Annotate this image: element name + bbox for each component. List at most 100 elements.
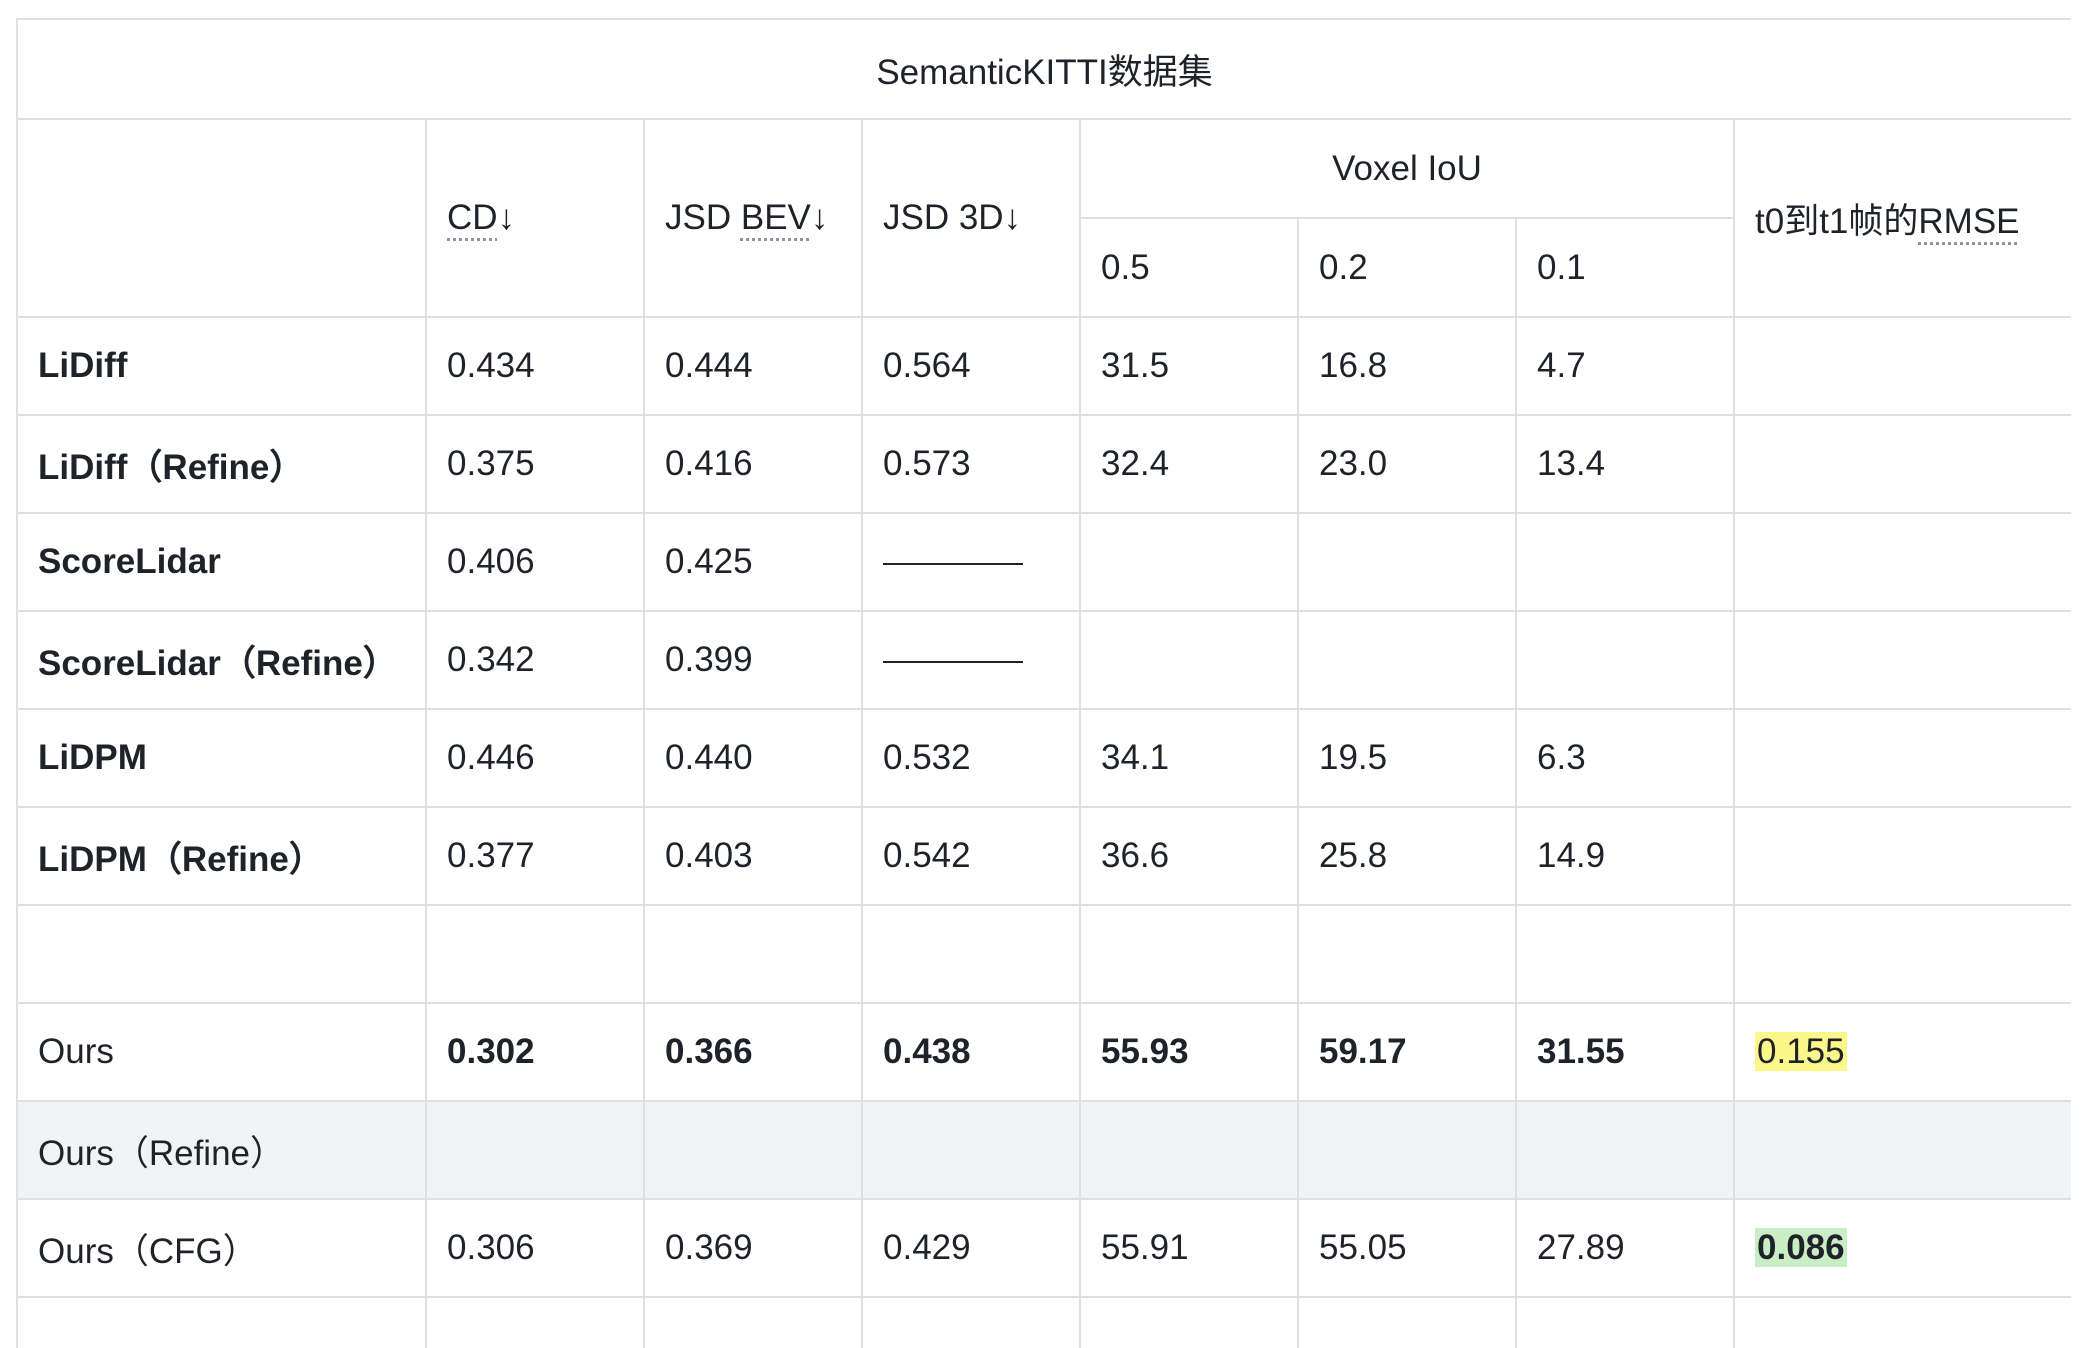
cell-jsd-bev: 0.416 bbox=[643, 414, 863, 514]
cell-jsd-3d: 0.542 bbox=[861, 806, 1081, 906]
cell-iou-05 bbox=[1079, 1100, 1299, 1200]
cell-iou-01 bbox=[1515, 1296, 1735, 1348]
cell-iou-02: 19.5 bbox=[1297, 708, 1517, 808]
cell-iou-05: 36.6 bbox=[1079, 806, 1299, 906]
table-row-partial bbox=[16, 1296, 2071, 1348]
header-jsd-bev: JSD BEV↓ bbox=[643, 118, 863, 318]
table-title: SemanticKITTI数据集 bbox=[16, 18, 2071, 120]
row-label: Ours（Refine） bbox=[16, 1100, 427, 1200]
header-jsd-3d: JSD 3D↓ bbox=[861, 118, 1081, 318]
header-jsd-bev-label: BEV bbox=[740, 198, 811, 237]
cell-cd bbox=[425, 904, 645, 1004]
cell-iou-02 bbox=[1297, 904, 1517, 1004]
cell-jsd-3d bbox=[861, 610, 1081, 710]
cell-jsd-3d: 0.564 bbox=[861, 316, 1081, 416]
row-label: Ours（CFG） bbox=[16, 1198, 427, 1298]
cell-cd: 0.306 bbox=[425, 1198, 645, 1298]
cell-jsd-bev: 0.403 bbox=[643, 806, 863, 906]
cell-iou-01 bbox=[1515, 512, 1735, 612]
table-row: LiDPM（Refine） 0.377 0.403 0.542 36.6 25.… bbox=[16, 806, 2071, 906]
cell-iou-05: 55.91 bbox=[1079, 1198, 1299, 1298]
results-table: SemanticKITTI数据集 CD↓ JSD BEV↓ JSD 3D↓ Vo… bbox=[16, 18, 2071, 1348]
cell-rmse bbox=[1732, 414, 2071, 514]
header-iou-05: 0.5 bbox=[1079, 217, 1299, 318]
cell-jsd-bev: 0.425 bbox=[643, 512, 863, 612]
cell-iou-02: 25.8 bbox=[1297, 806, 1517, 906]
table-row: ScoreLidar 0.406 0.425 bbox=[16, 512, 2071, 612]
table-row-selected: Ours（Refine） bbox=[16, 1100, 2071, 1200]
header-cd: CD↓ bbox=[425, 118, 645, 318]
cell-cd: 0.302 bbox=[425, 1002, 645, 1102]
row-label: LiDiff bbox=[16, 316, 427, 416]
cell-iou-01 bbox=[1515, 904, 1735, 1004]
not-available-dash bbox=[883, 660, 1023, 663]
header-rmse-label: RMSE bbox=[1918, 201, 2020, 241]
row-label: LiDiff（Refine） bbox=[16, 414, 427, 514]
table-row: Ours 0.302 0.366 0.438 55.93 59.17 31.55… bbox=[16, 1002, 2071, 1102]
rmse-highlight-green: 0.086 bbox=[1755, 1228, 1847, 1267]
cell-jsd-3d: 0.573 bbox=[861, 414, 1081, 514]
cell-iou-02: 16.8 bbox=[1297, 316, 1517, 416]
title-row: SemanticKITTI数据集 bbox=[16, 18, 2071, 120]
cell-jsd-bev: 0.444 bbox=[643, 316, 863, 416]
row-label: Ours bbox=[16, 1002, 427, 1102]
not-available-dash bbox=[883, 562, 1023, 565]
row-label: LiDPM bbox=[16, 708, 427, 808]
header-iou-02: 0.2 bbox=[1297, 217, 1517, 318]
cell-rmse: 0.155 bbox=[1732, 1002, 2071, 1102]
table-row: ScoreLidar（Refine） 0.342 0.399 bbox=[16, 610, 2071, 710]
cell-jsd-3d: 0.532 bbox=[861, 708, 1081, 808]
header-jsd-bev-arrow: ↓ bbox=[810, 198, 829, 237]
cell-iou-01: 4.7 bbox=[1515, 316, 1735, 416]
cell-iou-05: 55.93 bbox=[1079, 1002, 1299, 1102]
header-empty-cell bbox=[16, 118, 427, 318]
cell-rmse bbox=[1732, 316, 2071, 416]
header-cd-arrow: ↓ bbox=[497, 198, 516, 237]
cell-iou-02 bbox=[1297, 1100, 1517, 1200]
header-rmse: t0到t1帧的RMSE bbox=[1732, 118, 2071, 318]
cell-jsd-3d: 0.429 bbox=[861, 1198, 1081, 1298]
cell-iou-01 bbox=[1515, 1100, 1735, 1200]
cell-rmse bbox=[1732, 1296, 2071, 1348]
cell-iou-01: 31.55 bbox=[1515, 1002, 1735, 1102]
cell-iou-05: 32.4 bbox=[1079, 414, 1299, 514]
cell-iou-01: 27.89 bbox=[1515, 1198, 1735, 1298]
cell-cd: 0.434 bbox=[425, 316, 645, 416]
cell-jsd-bev: 0.440 bbox=[643, 708, 863, 808]
cell-iou-02 bbox=[1297, 512, 1517, 612]
cell-jsd-3d bbox=[861, 904, 1081, 1004]
cell-jsd-bev bbox=[643, 1296, 863, 1348]
table-row: LiDiff 0.434 0.444 0.564 31.5 16.8 4.7 bbox=[16, 316, 2071, 416]
cell-iou-01: 14.9 bbox=[1515, 806, 1735, 906]
cell-jsd-bev bbox=[643, 904, 863, 1004]
cell-iou-05 bbox=[1079, 512, 1299, 612]
cell-jsd-bev: 0.399 bbox=[643, 610, 863, 710]
cell-jsd-bev: 0.366 bbox=[643, 1002, 863, 1102]
cell-jsd-3d bbox=[861, 1100, 1081, 1200]
row-label: ScoreLidar（Refine） bbox=[16, 610, 427, 710]
cell-iou-02 bbox=[1297, 610, 1517, 710]
table-row: LiDPM 0.446 0.440 0.532 34.1 19.5 6.3 bbox=[16, 708, 2071, 808]
cell-iou-05: 34.1 bbox=[1079, 708, 1299, 808]
cell-jsd-3d bbox=[861, 1296, 1081, 1348]
header-row: CD↓ JSD BEV↓ JSD 3D↓ Voxel IoU t0到t1帧的RM… bbox=[16, 118, 2071, 318]
cell-jsd-bev: 0.369 bbox=[643, 1198, 863, 1298]
cell-cd: 0.406 bbox=[425, 512, 645, 612]
table-row: Ours（CFG） 0.306 0.369 0.429 55.91 55.05 … bbox=[16, 1198, 2071, 1298]
cell-jsd-3d: 0.438 bbox=[861, 1002, 1081, 1102]
row-label bbox=[16, 1296, 427, 1348]
cell-iou-02 bbox=[1297, 1296, 1517, 1348]
cell-rmse bbox=[1732, 806, 2071, 906]
cell-iou-02: 55.05 bbox=[1297, 1198, 1517, 1298]
cell-rmse: 0.086 bbox=[1732, 1198, 2071, 1298]
header-cd-label: CD bbox=[447, 198, 498, 237]
cell-jsd-3d bbox=[861, 512, 1081, 612]
row-label bbox=[16, 904, 427, 1004]
cell-cd: 0.375 bbox=[425, 414, 645, 514]
cell-iou-02: 59.17 bbox=[1297, 1002, 1517, 1102]
table-row-empty bbox=[16, 904, 2071, 1004]
cell-iou-05: 31.5 bbox=[1079, 316, 1299, 416]
cell-rmse bbox=[1732, 1100, 2071, 1200]
cell-iou-05 bbox=[1079, 1296, 1299, 1348]
cell-rmse bbox=[1732, 512, 2071, 612]
